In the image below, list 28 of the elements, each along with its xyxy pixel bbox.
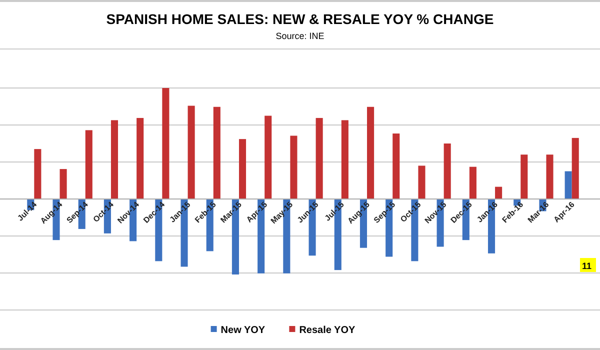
bar [572, 138, 579, 199]
chart-subtitle: Source: INE [276, 31, 324, 41]
bar [34, 149, 42, 199]
bar [238, 139, 246, 199]
bar [188, 106, 195, 199]
bar [264, 116, 272, 199]
legend-label: Resale YOY [299, 325, 356, 336]
bar [110, 120, 118, 199]
bar [469, 166, 476, 199]
bar [290, 136, 298, 199]
bar [316, 118, 323, 199]
bar [418, 166, 426, 199]
bar [341, 120, 348, 199]
bar [546, 154, 554, 199]
chart-title: SPANISH HOME SALES: NEW & RESALE YOY % CHANGE [106, 11, 494, 27]
bar [495, 186, 502, 199]
bar [136, 118, 144, 199]
bar [564, 171, 572, 199]
bar [367, 106, 374, 199]
annotation: 11 [582, 261, 592, 271]
bar [444, 144, 451, 199]
bar [213, 106, 220, 199]
bar [162, 88, 170, 199]
bar [392, 134, 400, 199]
legend-label: New YOY [220, 325, 266, 336]
bar [60, 169, 67, 199]
bar [520, 154, 528, 199]
bar [85, 130, 92, 199]
